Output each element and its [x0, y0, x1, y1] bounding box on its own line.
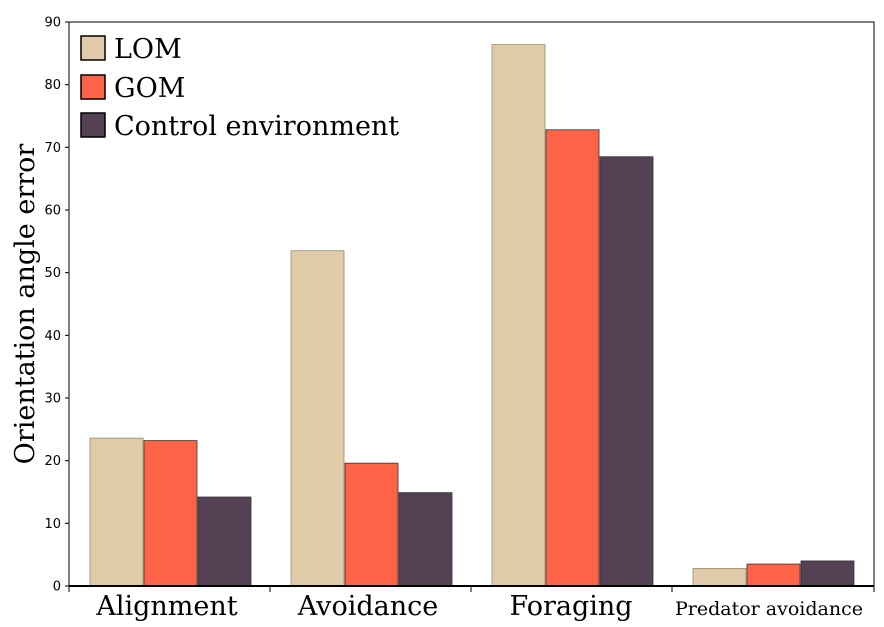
y-tick-label: 50 — [44, 266, 61, 281]
x-category-label: Foraging — [509, 591, 632, 622]
legend-label: LOM — [114, 34, 182, 65]
bars-group — [89, 44, 855, 587]
y-tick-label: 10 — [44, 517, 61, 532]
legend-label: GOM — [114, 73, 185, 104]
x-category-label: Predator avoidance — [675, 598, 863, 620]
bar-control-environment-avoidance — [398, 492, 453, 587]
bar-gom-foraging — [545, 129, 600, 587]
x-category-label: Avoidance — [297, 591, 438, 622]
y-tick-label: 80 — [44, 78, 61, 93]
bar-control-environment-predator-avoidance — [800, 560, 855, 587]
legend-swatch-lom — [80, 35, 106, 61]
y-ticks-group: 0 10 20 30 40 50 60 70 80 90 — [44, 16, 69, 595]
y-tick-label: 40 — [44, 329, 61, 344]
bar-lom-alignment — [89, 437, 144, 587]
y-tick-label: 60 — [44, 204, 61, 219]
bar-lom-foraging — [491, 44, 546, 587]
legend-label: Control environment — [114, 111, 399, 142]
bar-control-environment-alignment — [197, 496, 252, 587]
x-labels-group: Alignment Avoidance Foraging Predator avoid… — [68, 586, 875, 622]
legend-swatch-gom — [80, 74, 106, 100]
bar-lom-avoidance — [290, 250, 345, 587]
bar-gom-alignment — [143, 440, 198, 587]
y-tick-label: 30 — [44, 392, 61, 407]
bar-lom-predator-avoidance — [692, 568, 747, 587]
bar-control-environment-foraging — [599, 156, 654, 587]
bar-gom-predator-avoidance — [746, 563, 801, 587]
legend: LOM GOM Control environment — [80, 34, 399, 142]
y-tick-label: 20 — [44, 454, 61, 469]
y-axis-label: Orientation angle error — [10, 144, 41, 465]
y-tick-label: 0 — [53, 580, 61, 595]
bar-gom-avoidance — [344, 462, 399, 587]
x-category-label: Alignment — [95, 591, 237, 622]
y-tick-label: 70 — [44, 141, 61, 156]
legend-swatch-control-environment — [80, 112, 106, 138]
y-tick-label: 90 — [44, 16, 61, 31]
